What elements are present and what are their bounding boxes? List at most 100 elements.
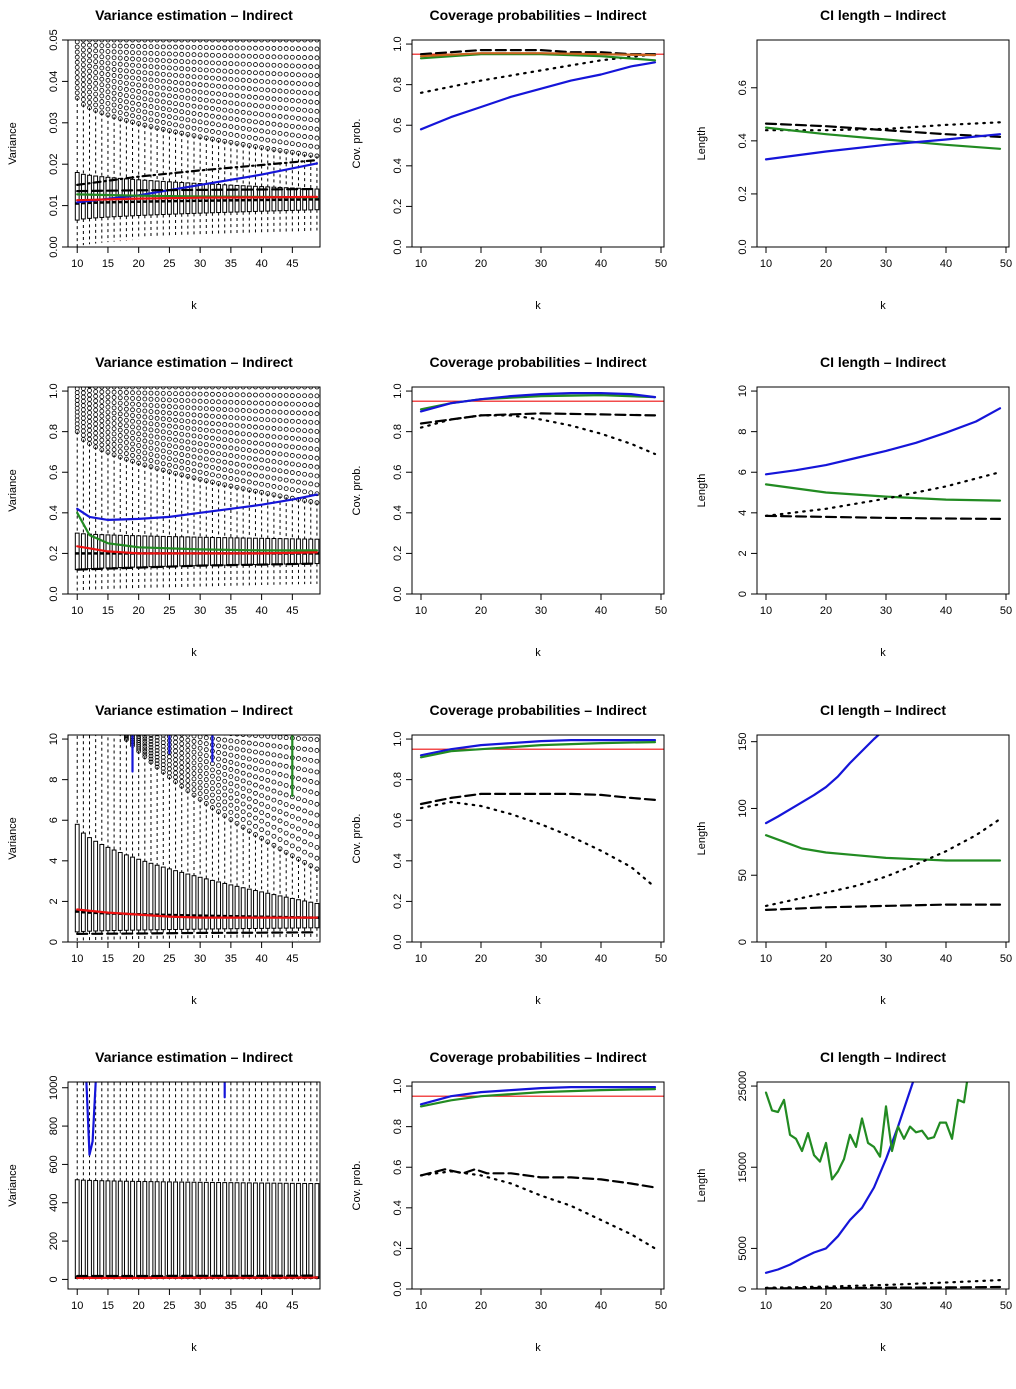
chart-svg: Variance estimation – IndirectkVariance0… — [0, 0, 338, 347]
chart-title: CI length – Indirect — [820, 702, 946, 718]
box-k43 — [278, 726, 282, 940]
box-k32 — [210, 38, 214, 235]
box-k11 — [81, 382, 85, 591]
y-tick-label: 0.6 — [392, 465, 404, 480]
box-k24 — [161, 722, 165, 941]
plot-area — [766, 408, 1000, 519]
y-tick-label: 0 — [48, 939, 60, 945]
y-tick-label: 1000 — [48, 1076, 60, 1100]
box-k14 — [100, 710, 104, 942]
y-tick-label: 1.0 — [392, 383, 404, 398]
box-k19 — [131, 385, 135, 589]
box-k10 — [75, 30, 79, 247]
box-k13 — [94, 38, 98, 243]
y-tick-label: 0.0 — [392, 239, 404, 254]
y-tick-label: 100 — [737, 799, 749, 817]
box-k15 — [106, 385, 110, 590]
series-line-black — [766, 819, 1000, 906]
box-k39 — [253, 385, 257, 585]
chart-title: Coverage probabilities – Indirect — [429, 354, 646, 370]
y-tick-label: 0.2 — [392, 199, 404, 214]
x-tick-label: 25 — [163, 258, 175, 270]
box-k24 — [161, 1074, 165, 1279]
y-tick-label: 0.2 — [48, 546, 60, 561]
plot-area — [766, 1082, 1000, 1288]
box-k20 — [137, 721, 141, 941]
x-axis-label: k — [880, 995, 886, 1007]
box-k27 — [180, 723, 184, 941]
chart-title: Variance estimation – Indirect — [95, 1049, 293, 1065]
box-k32 — [210, 385, 214, 586]
x-tick-label: 30 — [535, 953, 547, 965]
chart-title: CI length – Indirect — [820, 354, 946, 370]
box-k42 — [272, 38, 276, 232]
series-line-black — [766, 516, 1000, 519]
box-k31 — [204, 385, 208, 586]
x-tick-label: 35 — [225, 258, 237, 270]
x-tick-label: 50 — [655, 605, 667, 617]
y-tick-label: 0.8 — [48, 424, 60, 439]
box-k46 — [296, 726, 300, 940]
series-line-blue — [421, 62, 655, 129]
x-tick-label: 40 — [940, 953, 952, 965]
series-line-blue — [86, 1082, 95, 1155]
x-tick-label: 40 — [255, 1300, 267, 1312]
box-k15 — [106, 1074, 110, 1279]
box-k12 — [88, 384, 92, 591]
box-k40 — [260, 38, 264, 233]
chart-title: CI length – Indirect — [820, 7, 946, 23]
x-tick-label: 40 — [595, 1300, 607, 1312]
y-tick-label: 0.01 — [48, 195, 60, 216]
y-tick-label: 0 — [737, 1286, 749, 1292]
box-k44 — [284, 1074, 288, 1279]
box-k14 — [100, 385, 104, 590]
box-k25 — [167, 38, 171, 238]
box-k33 — [217, 724, 221, 940]
x-axis-label: k — [535, 1342, 541, 1354]
x-axis-label: k — [191, 300, 197, 312]
box-k44 — [284, 726, 288, 940]
x-tick-label: 45 — [286, 605, 298, 617]
box-k38 — [247, 38, 251, 233]
series-line-blue — [766, 408, 1000, 474]
chart-svg: Variance estimation – IndirectkVariance0… — [0, 1042, 338, 1389]
box-series — [75, 695, 319, 942]
y-tick-label: 50 — [737, 869, 749, 881]
box-k45 — [290, 385, 294, 584]
x-tick-label: 45 — [286, 1300, 298, 1312]
y-axis-label: Variance — [7, 817, 19, 860]
box-k23 — [155, 38, 159, 238]
x-tick-label: 20 — [133, 605, 145, 617]
x-tick-label: 40 — [940, 605, 952, 617]
x-axis-label: k — [880, 647, 886, 659]
x-tick-label: 50 — [655, 1300, 667, 1312]
box-k16 — [112, 38, 116, 242]
y-tick-label: 800 — [48, 1117, 60, 1135]
box-k28 — [186, 1074, 190, 1279]
y-tick-label: 8 — [737, 429, 749, 435]
x-tick-label: 20 — [475, 258, 487, 270]
y-tick-label: 0.6 — [48, 465, 60, 480]
y-tick-label: 0.4 — [392, 158, 404, 173]
box-k22 — [149, 38, 153, 239]
box-k48 — [309, 1074, 313, 1279]
box-k19 — [131, 38, 135, 240]
box-k24 — [161, 38, 165, 238]
chart-title: Variance estimation – Indirect — [95, 7, 293, 23]
box-k37 — [241, 1074, 245, 1279]
box-k42 — [272, 726, 276, 940]
box-k29 — [192, 1074, 196, 1279]
y-tick-label: 1.0 — [392, 731, 404, 746]
series-line-blue — [766, 1082, 913, 1273]
x-tick-label: 10 — [71, 953, 83, 965]
box-k37 — [241, 725, 245, 940]
box-k10 — [75, 1074, 79, 1279]
box-k23 — [155, 722, 159, 941]
x-tick-label: 30 — [194, 1300, 206, 1312]
x-axis-label: k — [191, 647, 197, 659]
